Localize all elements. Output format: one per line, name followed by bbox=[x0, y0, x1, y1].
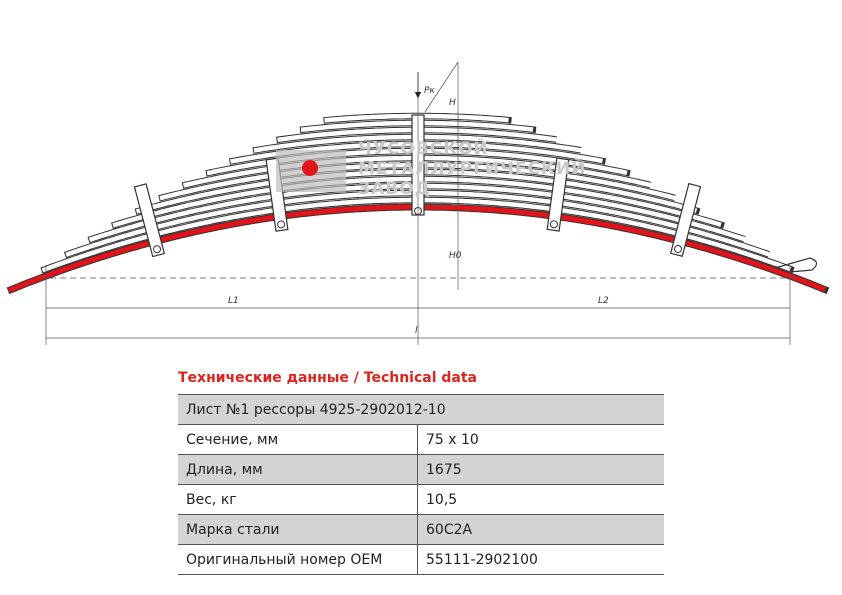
watermark-line: ЗАВОД bbox=[358, 179, 431, 199]
logo: ЧУСОВСКОЙ МЕТАЛЛУРГИЧЕСКИЙ ЗАВОД bbox=[276, 137, 586, 199]
spec-row: Марка стали 60С2А bbox=[178, 514, 664, 545]
spec-name: Сечение, мм bbox=[178, 424, 418, 455]
clamp-body bbox=[133, 183, 166, 258]
clamp bbox=[546, 157, 570, 232]
clamp bbox=[669, 182, 702, 258]
spec-name: Оригинальный номер OEM bbox=[178, 544, 418, 575]
spring-drawing: Pк H H0 L1 L2 l ЧУСОВСКОЙ МЕТАЛЛУРГИЧЕСК… bbox=[6, 61, 830, 345]
l2-label: L2 bbox=[598, 296, 609, 306]
eye bbox=[774, 257, 818, 273]
watermark-line: МЕТАЛЛУРГИЧЕСКИЙ bbox=[358, 157, 586, 179]
spec-value: 10,5 bbox=[417, 484, 664, 515]
spec-table: Лист №1 рессоры 4925-2902012-10 Сечение,… bbox=[178, 394, 664, 575]
clamp-bolt bbox=[673, 244, 682, 253]
spec-name: Марка стали bbox=[178, 514, 418, 545]
spec-row: Сечение, мм 75 х 10 bbox=[178, 424, 664, 455]
spec-row: Длина, мм 1675 bbox=[178, 454, 664, 485]
clamp-body bbox=[265, 157, 289, 232]
height-label: H bbox=[449, 98, 456, 108]
spec-body: Лист №1 рессоры 4925-2902012-10 Сечение,… bbox=[178, 394, 664, 575]
spec-value: 60С2А bbox=[417, 514, 664, 545]
load-label: Pк bbox=[424, 86, 435, 96]
clamp-bolt bbox=[153, 245, 162, 254]
l-label: l bbox=[415, 326, 418, 336]
spec-value: 1675 bbox=[417, 454, 664, 485]
spec-value: 55111-2902100 bbox=[417, 544, 664, 575]
dimensions bbox=[40, 61, 800, 345]
spec-value: 75 х 10 bbox=[417, 424, 664, 455]
clamp bbox=[133, 183, 166, 258]
l1-label: L1 bbox=[228, 296, 239, 306]
clamp-body bbox=[546, 157, 570, 232]
clamp-bolt bbox=[277, 220, 286, 229]
clamp bbox=[265, 157, 289, 232]
clamp-bolt bbox=[549, 220, 558, 229]
header-row: Лист №1 рессоры 4925-2902012-10 bbox=[178, 394, 664, 425]
load-arrow-head bbox=[414, 91, 422, 99]
spec-name: Вес, кг bbox=[178, 484, 418, 515]
height0-label: H0 bbox=[449, 251, 462, 261]
spec-row: Вес, кг 10,5 bbox=[178, 484, 664, 515]
logo-dot bbox=[302, 160, 318, 176]
header-cell: Лист №1 рессоры 4925-2902012-10 bbox=[178, 394, 664, 425]
spec-name: Длина, мм bbox=[178, 454, 418, 485]
table-title: Технические данные / Technical data bbox=[178, 370, 478, 386]
watermark-line: ЧУСОВСКОЙ bbox=[358, 137, 489, 159]
spec-row: Оригинальный номер OEM 55111-2902100 bbox=[178, 544, 664, 575]
h-extension bbox=[424, 61, 459, 113]
clamp-body bbox=[669, 182, 702, 258]
